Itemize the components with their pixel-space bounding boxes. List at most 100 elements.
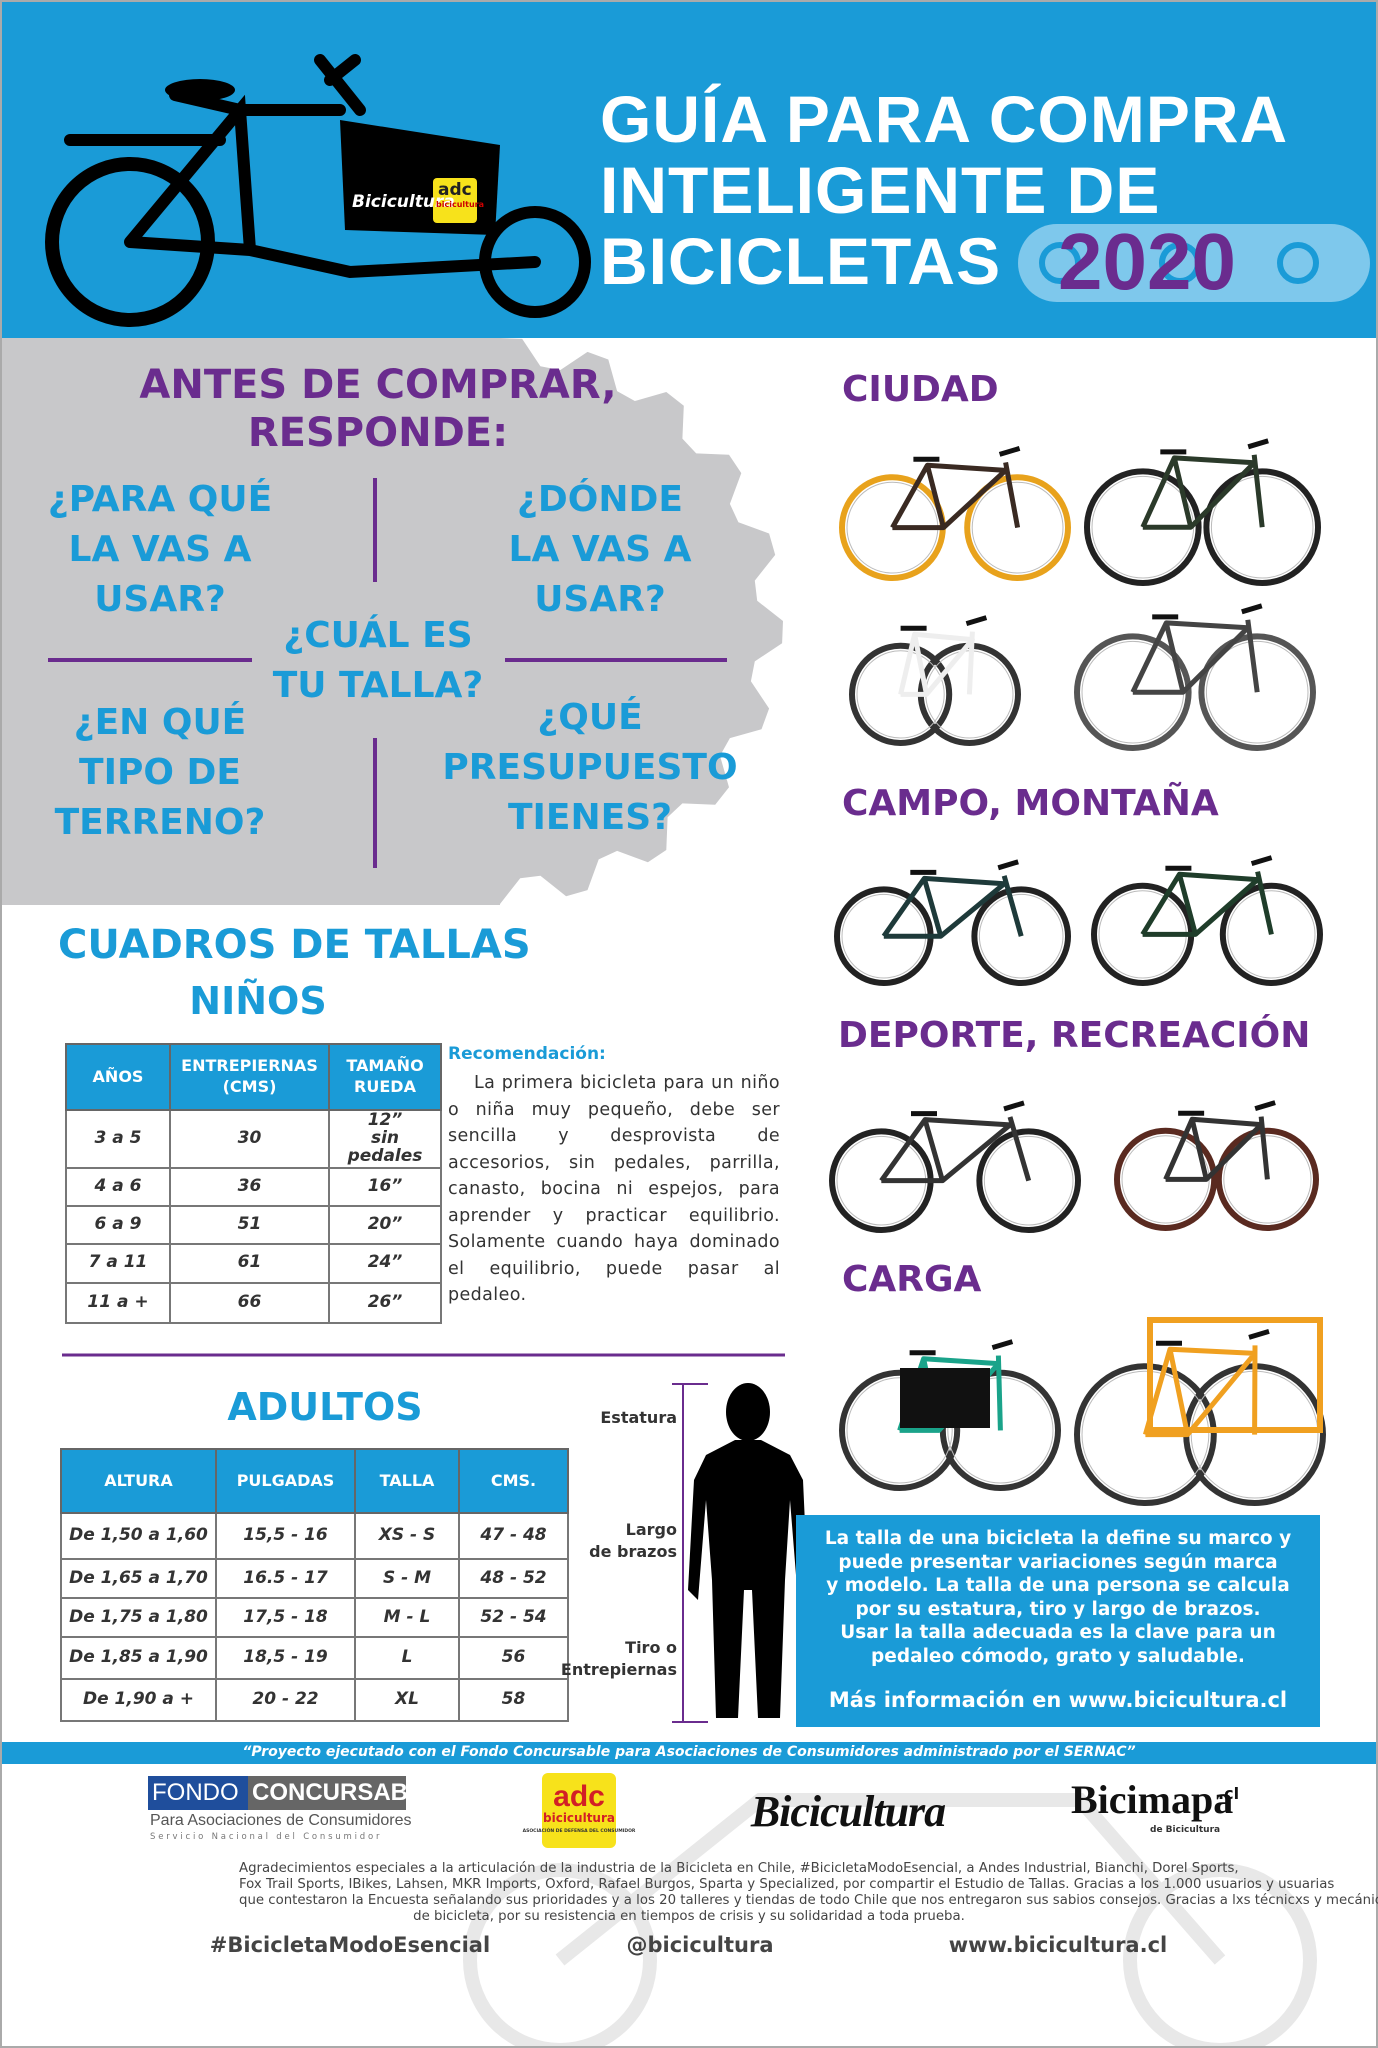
row: 6 a 9 51 20” [65,1204,442,1245]
fondo-logo-text: CONCURSABLE [252,1779,439,1806]
question: TIENES? [507,797,673,838]
bicimapa-logo: Bicimapa [1071,1777,1234,1822]
cell: 6 a 9 [65,1204,171,1245]
bike-type-heading: CARGA [842,1259,982,1300]
bicimapa-logo: de Bicicultura [1150,1825,1221,1835]
header-cell: ALTURA [60,1448,217,1514]
footer-link: #BicicletaModoEsencial [209,1933,491,1957]
info-line: puede presentar variaciones según marca [838,1551,1278,1573]
bike-illustrations [45,54,1326,1506]
header-cell: TALLA [354,1448,460,1514]
info-line: Usar la talla adecuada es la clave para … [840,1622,1276,1643]
adc-logo-text: bicicultura [543,1811,615,1825]
cell: 17,5 - 18 [215,1597,356,1638]
header-cell: PULGADAS [215,1448,356,1514]
header-cell: ENTREPIERNAS (CMS) [169,1043,330,1111]
cargo-box [900,1368,990,1428]
watermark-bike [463,1793,1317,2048]
cell: 47 - 48 [458,1512,569,1560]
header-row: AÑOS ENTREPIERNAS (CMS) TAMAÑO RUEDA [65,1043,442,1111]
kids-title: NIÑOS [189,979,327,1023]
row: De 1,65 a 1,70 16.5 - 17 S - M 48 - 52 [60,1558,569,1599]
fondo-logo-text: Servicio Nacional del Consumidor [150,1832,383,1842]
cargo-rack [1147,1317,1323,1433]
cell: 4 a 6 [65,1166,171,1207]
question: ¿CUÁL ES [283,615,473,656]
cell: 66 [169,1281,330,1324]
cell: 36 [169,1166,330,1207]
bike [1091,855,1324,987]
cell: 51 [169,1204,330,1245]
bike-logo-text: adc [438,180,472,200]
fondo-logo-box [148,1776,248,1810]
header-cell: TAMAÑO RUEDA [328,1043,442,1111]
thanks-line: Agradecimientos especiales a la articula… [239,1861,1239,1876]
recommendation-text: La primera bicicleta para un niño o niña… [448,1073,780,1305]
human-silhouette [688,1383,808,1718]
bicicultura-logo: Bicicultura [750,1787,946,1836]
measure-label: Estatura [600,1408,677,1427]
gear-body [0,338,500,905]
adults-title: ADULTOS [227,1385,423,1429]
adc-logo [542,1773,616,1848]
quote: “Proyecto ejecutado con el Fondo Concurs… [242,1744,1136,1760]
row: De 1,75 a 1,80 17,5 - 18 M - L 52 - 54 [60,1597,569,1638]
cell: 12” sin pedales [328,1109,442,1169]
row: De 1,85 a 1,90 18,5 - 19 L 56 [60,1636,569,1680]
title-year: 2020 [1058,217,1236,306]
question: ¿DÓNDE [517,479,683,520]
question: USAR? [94,579,226,620]
cell: M - L [354,1597,460,1638]
cell: 16” [328,1166,442,1207]
chain-band [1018,224,1370,302]
cell: 26” [328,1281,442,1324]
info-line: pedaleo cómodo, grato y saludable. [871,1645,1245,1667]
cell: De 1,85 a 1,90 [60,1636,217,1680]
header-cell: AÑOS [65,1043,171,1111]
cell: 58 [458,1678,569,1722]
cell: De 1,50 a 1,60 [60,1512,217,1560]
question: TU TALLA? [272,665,484,706]
cell: L [354,1636,460,1680]
measure-label: Entrepiernas [560,1660,677,1679]
title-line: GUÍA PARA COMPRA [600,82,1289,156]
row: De 1,90 a +20 - 22 XL 58 [60,1678,569,1722]
bike [1114,1100,1320,1232]
bike-logo-text: bicicultura [436,200,484,209]
question: ¿PARA QUÉ [47,479,273,520]
questions-heading: ANTES DE COMPRAR, [139,362,617,408]
bike-type-heading: CAMPO, MONTAÑA [842,783,1219,824]
adults-table: ALTURA PULGADAS TALLA CMS. De 1,50 a 1,60 15,… [60,1448,569,1722]
bike [834,859,1072,987]
fondo-logo-text: Para Asociaciones de Consumidores [150,1812,412,1829]
title-line: BICICLETAS [600,224,1002,298]
title-line: INTELIGENTE DE [600,153,1161,227]
bike [1074,1329,1326,1506]
cell: 15,5 - 16 [215,1512,356,1560]
footer-link: @bicicultura [626,1933,774,1957]
bike [1074,603,1316,752]
measure-label: de brazos [589,1542,677,1561]
question: LA VAS A [68,529,252,570]
cell: 52 - 54 [458,1597,569,1638]
cell: 61 [169,1242,330,1284]
cell: S - M [354,1558,460,1599]
sizes-title: CUADROS DE TALLAS [58,922,531,968]
recommendation-title: Recomendación: [448,1044,606,1064]
info-line: La talla de una bicicleta la define su m… [824,1528,1292,1549]
row: 7 a 11 61 24” [65,1242,442,1284]
cell: 20 - 22 [215,1678,356,1722]
cell: 48 - 52 [458,1558,569,1599]
cell: 7 a 11 [65,1242,171,1284]
quote-band [0,1742,1378,1764]
bike-logo-text: Bicicultura [352,192,455,212]
info-link: Más información en www.bicicultura.cl [828,1688,1288,1712]
thanks-line: de bicicleta, por su resistencia en tiem… [413,1909,965,1924]
question: ¿QUÉ [537,697,643,738]
cell: XL [354,1678,460,1722]
row: 11 a +66 26” [65,1281,442,1324]
cell: 18,5 - 19 [215,1636,356,1680]
